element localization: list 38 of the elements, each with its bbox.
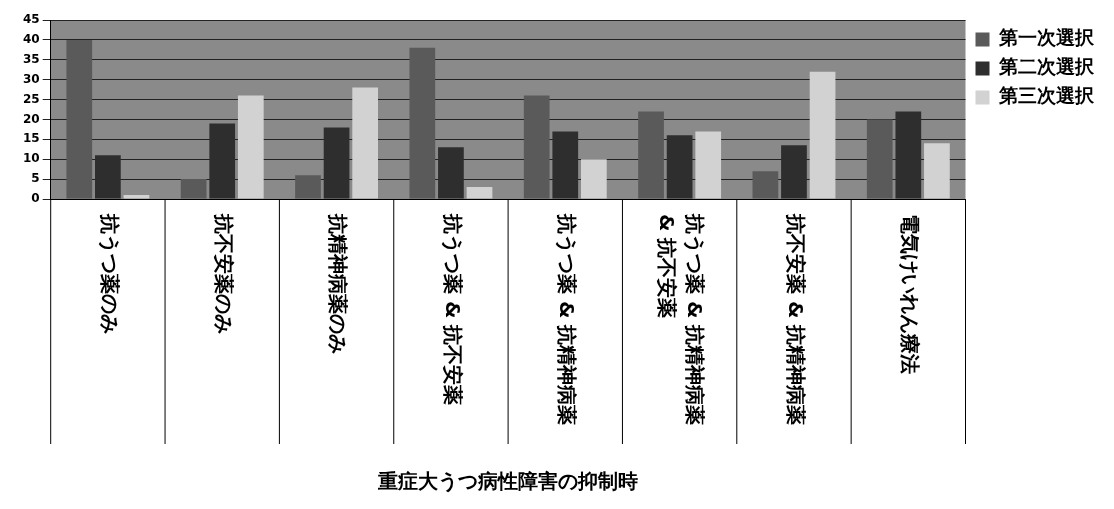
bar	[523, 95, 550, 199]
x-axis-title: 重症大うつ病性障害の抑制時	[377, 469, 639, 494]
bar	[581, 159, 607, 199]
x-tick-label: 抗不安薬 & 抗精神病薬	[783, 213, 808, 426]
legend-label: 第三次選択	[998, 84, 1095, 107]
y-tick-label: 15	[23, 131, 40, 146]
bar	[866, 119, 893, 199]
bar	[295, 175, 321, 199]
x-tick-label: 抗不安薬のみ	[212, 213, 237, 334]
x-tick-label: 電気けいれん療法	[898, 214, 923, 374]
y-tick-label: 20	[23, 111, 40, 126]
bar	[409, 47, 436, 199]
x-tick-label: 抗うつ薬 & 抗精神病薬 & 抗不安薬	[655, 213, 708, 433]
y-tick-label: 10	[23, 151, 40, 166]
bar	[237, 95, 264, 199]
bar	[809, 71, 836, 199]
bar	[352, 87, 379, 199]
legend-label: 第一次選択	[998, 26, 1095, 49]
bar	[180, 179, 207, 199]
bar	[752, 171, 779, 199]
bar	[466, 187, 493, 199]
y-tick-label: 25	[23, 91, 40, 106]
y-tick-label: 35	[23, 51, 40, 66]
bar	[638, 111, 664, 199]
x-tick-label: 抗うつ薬 & 抗不安薬	[440, 213, 465, 406]
x-tick-label: 抗精神病薬のみ	[326, 213, 351, 354]
bar	[695, 131, 722, 199]
x-tick-label: 抗うつ薬 & 抗精神病薬	[555, 213, 580, 426]
x-tick-label: 抗うつ薬のみ	[97, 213, 122, 334]
y-tick-label: 45	[23, 12, 40, 27]
y-tick-label: 30	[23, 71, 40, 86]
bar	[924, 143, 950, 199]
legend-label: 第二次選択	[998, 55, 1095, 78]
y-tick-label: 40	[23, 32, 40, 47]
bar	[66, 39, 93, 199]
y-tick-label: 0	[31, 191, 40, 206]
bar	[123, 195, 150, 199]
y-tick-label: 5	[31, 171, 40, 186]
